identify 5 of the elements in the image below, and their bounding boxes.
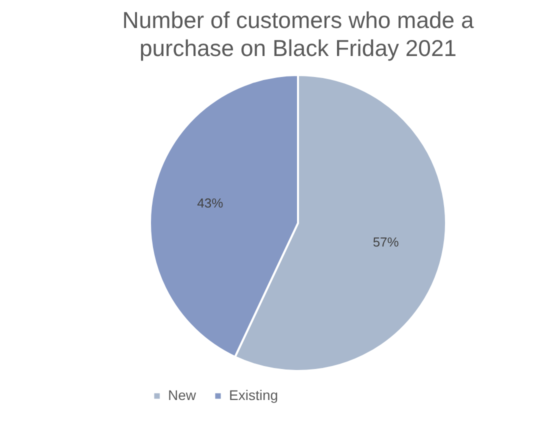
- data-label: 43%: [197, 195, 224, 210]
- legend-label: New: [168, 387, 197, 403]
- chart-title: Number of customers who made a purchase on Black Friday 2021: [122, 7, 474, 61]
- legend-label: Existing: [229, 387, 278, 403]
- data-label: 57%: [372, 234, 400, 250]
